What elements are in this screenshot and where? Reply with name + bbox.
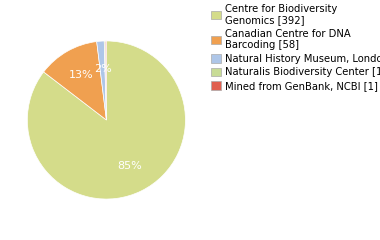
Text: 13%: 13% xyxy=(68,70,93,80)
Text: 2%: 2% xyxy=(93,64,111,74)
Wedge shape xyxy=(44,42,106,120)
Text: 85%: 85% xyxy=(117,161,141,171)
Wedge shape xyxy=(104,41,106,120)
Wedge shape xyxy=(27,41,185,199)
Wedge shape xyxy=(97,41,106,120)
Wedge shape xyxy=(105,41,106,120)
Legend: Centre for Biodiversity
Genomics [392], Canadian Centre for DNA
Barcoding [58], : Centre for Biodiversity Genomics [392], … xyxy=(210,3,380,92)
